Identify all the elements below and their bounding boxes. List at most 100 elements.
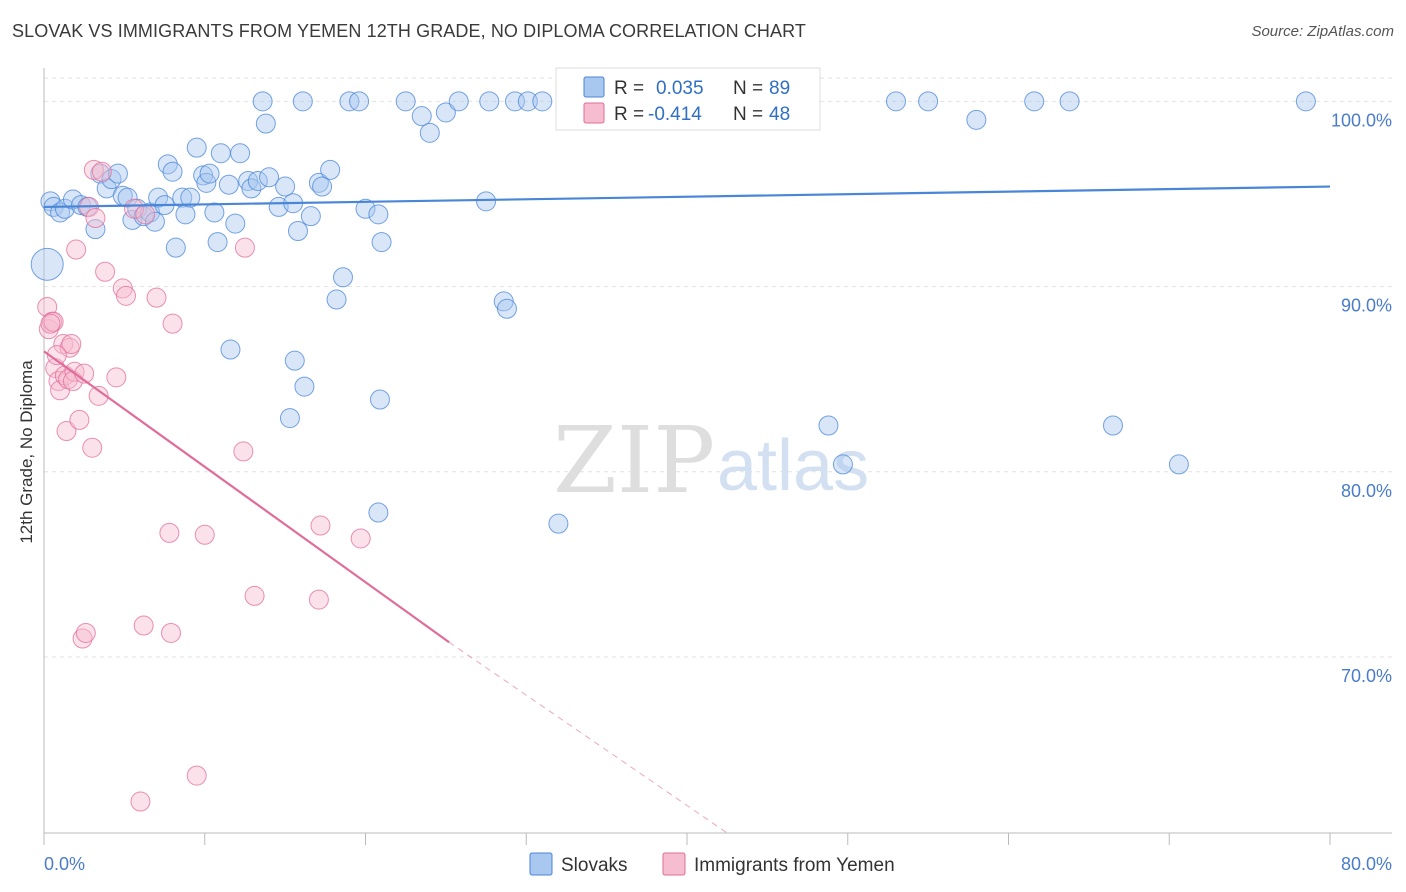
slovaks-point-0: [30, 247, 64, 281]
slovaks-point-25: [172, 187, 193, 208]
yemen-trend-line: [43, 350, 450, 644]
slovaks-point-57: [355, 198, 376, 219]
slovaks-point-89: [294, 376, 315, 397]
slovaks-trend-line: [43, 185, 1331, 209]
slovaks-point-42: [255, 113, 276, 134]
legend-r-label-slovaks: R =: [614, 78, 644, 99]
legend-swatch-yemen: [583, 102, 605, 124]
slovaks-point-41: [252, 91, 273, 112]
slovaks-point-54: [332, 267, 353, 288]
slovaks-point-24: [165, 237, 186, 258]
yemen-point-21: [85, 208, 106, 229]
yemen-point-19: [82, 437, 103, 458]
slovaks-point-43: [259, 167, 280, 188]
slovaks-point-49: [300, 206, 321, 227]
y-tick-label-3: 70.0%: [1341, 666, 1392, 686]
slovaks-point-47: [287, 221, 308, 242]
slovaks-point-32: [204, 202, 225, 223]
x-ticks: [43, 833, 1331, 845]
y-tick-label-1: 90.0%: [1341, 296, 1392, 316]
slovaks-point-28: [186, 137, 207, 158]
bottom-legend-swatch-slovaks: [529, 852, 553, 876]
slovaks-point-33: [207, 232, 228, 253]
slovaks-point-45: [275, 176, 296, 197]
slovaks-point-72: [548, 513, 569, 534]
slovaks-point-8: [85, 219, 106, 240]
watermark-zip: ZIP: [553, 407, 715, 514]
yemen-point-9: [56, 421, 77, 442]
slovaks-point-94: [832, 454, 853, 475]
yemen-point-25: [106, 367, 127, 388]
yemen-point-36: [194, 524, 215, 545]
slovaks-point-27: [180, 187, 201, 208]
watermark-atlas: atlas: [717, 426, 869, 506]
legend-n-label-slovaks: N =: [733, 78, 763, 99]
legend-n-label-yemen: N =: [733, 104, 763, 125]
slovaks-point-88: [284, 350, 305, 371]
slovaks-point-66: [479, 91, 500, 112]
chart-title: SLOVAK VS IMMIGRANTS FROM YEMEN 12TH GRA…: [12, 21, 806, 41]
x-tick-label-min: 0.0%: [44, 854, 85, 874]
slovaks-point-51: [312, 176, 333, 197]
yemen-point-32: [159, 522, 180, 543]
yemen-point-20: [83, 159, 104, 180]
slovaks-point-34: [210, 143, 231, 164]
slovaks-point-31: [199, 163, 220, 184]
slovaks-point-92: [368, 502, 389, 523]
slovaks-point-68: [496, 298, 517, 319]
slovaks-point-60: [395, 91, 416, 112]
legend-n-value-yemen: 48: [769, 104, 790, 125]
trend-lines: [43, 185, 1331, 834]
slovaks-point-93: [818, 415, 839, 436]
legend-r-label-yemen: R =: [614, 104, 644, 125]
slovaks-point-65: [476, 191, 497, 212]
gridlines: [44, 77, 1392, 658]
yemen-point-15: [69, 409, 90, 430]
y-tick-labels: 100.0% 90.0% 80.0% 70.0%: [1331, 110, 1392, 686]
yemen-point-12: [61, 333, 82, 354]
yemen-point-11: [59, 337, 80, 358]
slovaks-point-40: [247, 170, 268, 191]
slovaks-point-53: [326, 289, 347, 310]
yemen-point-14: [66, 239, 87, 260]
axes: [43, 68, 1392, 834]
legend-r-value-yemen: -0.414: [648, 104, 702, 125]
yemen-point-31: [146, 287, 167, 308]
yemen-point-29: [130, 791, 151, 812]
slovaks-point-84: [1102, 415, 1123, 436]
yemen-point-37: [234, 237, 255, 258]
slovaks-point-62: [419, 122, 440, 143]
slovaks-point-36: [225, 213, 246, 234]
chart-source: Source: ZipAtlas.com: [1251, 23, 1394, 40]
yemen-point-28: [124, 198, 145, 219]
yemen-point-0: [37, 296, 58, 317]
slovaks-point-12: [107, 163, 128, 184]
series-yemen-points: [37, 159, 371, 812]
yemen-point-22: [88, 385, 109, 406]
slovaks-point-64: [448, 91, 469, 112]
slovaks-point-79: [885, 91, 906, 112]
slovaks-point-52: [320, 159, 341, 180]
slovaks-point-26: [175, 204, 196, 225]
slovaks-point-86: [1295, 91, 1316, 112]
slovaks-point-48: [292, 91, 313, 112]
correlation-legend: R = 0.035 N = 89 R = -0.414 N = 48: [555, 67, 821, 131]
yemen-point-40: [308, 589, 329, 610]
slovaks-point-50: [308, 172, 329, 193]
yemen-trend-line-extension: [448, 641, 728, 834]
yemen-point-23: [91, 161, 112, 182]
yemen-point-42: [350, 528, 371, 549]
slovaks-point-70: [517, 91, 538, 112]
yemen-point-38: [233, 441, 254, 462]
yemen-point-45: [40, 313, 61, 334]
yemen-point-27: [115, 285, 136, 306]
yemen-point-34: [162, 313, 183, 334]
y-axis-label: 12th Grade, No Diploma: [17, 360, 36, 544]
slovaks-point-91: [369, 389, 390, 410]
yemen-point-24: [95, 261, 116, 282]
yemen-point-39: [244, 585, 265, 606]
slovaks-point-15: [122, 209, 143, 230]
slovaks-point-85: [1168, 454, 1189, 475]
slovaks-point-83: [1059, 91, 1080, 112]
bottom-legend-label-yemen: Immigrants from Yemen: [694, 855, 895, 876]
